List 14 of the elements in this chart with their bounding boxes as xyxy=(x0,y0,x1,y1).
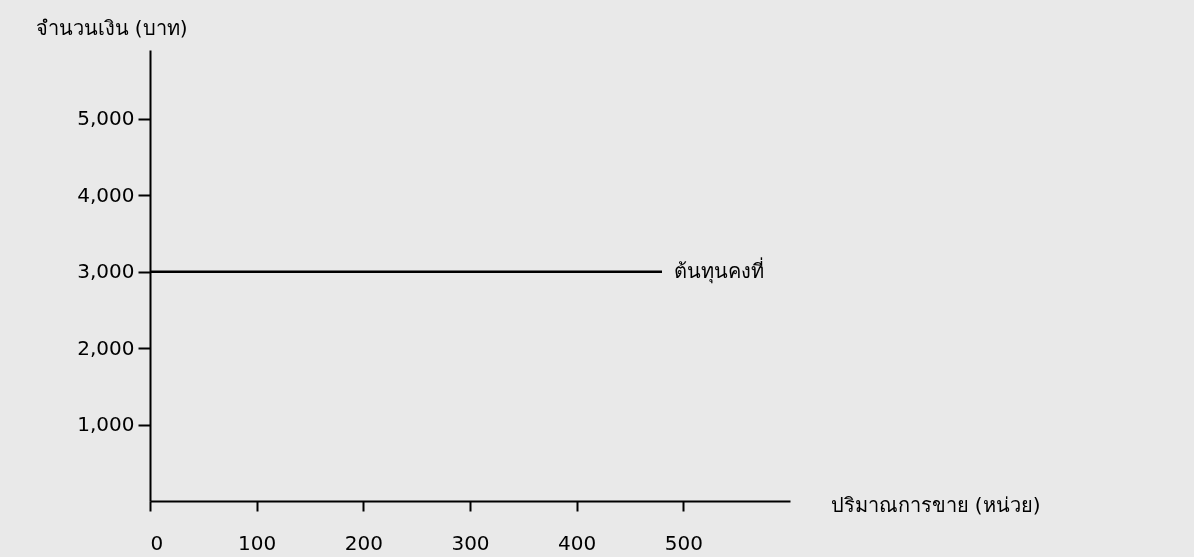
x-tick-label: 400 xyxy=(558,530,597,555)
x-axis-title: ปริมาณการขาย (หน่วย) xyxy=(830,492,1041,517)
x-tick-label: 100 xyxy=(238,530,277,555)
x-tick-label: 200 xyxy=(344,530,383,555)
x-tick-label: 500 xyxy=(664,530,703,555)
y-tick-label: 5,000 xyxy=(77,106,135,131)
y-tick-label: 3,000 xyxy=(77,259,135,284)
x-tick-label: 300 xyxy=(451,530,490,555)
x-tick-label: 0 xyxy=(150,530,164,555)
y-tick-label: 1,000 xyxy=(77,412,135,437)
y-tick-label: 2,000 xyxy=(77,335,135,360)
series-label: ต้นทุนคงที่ xyxy=(674,256,764,284)
y-tick-label: 4,000 xyxy=(77,182,135,207)
y-axis-title: จำนวนเงิน (บาท) xyxy=(35,15,188,40)
